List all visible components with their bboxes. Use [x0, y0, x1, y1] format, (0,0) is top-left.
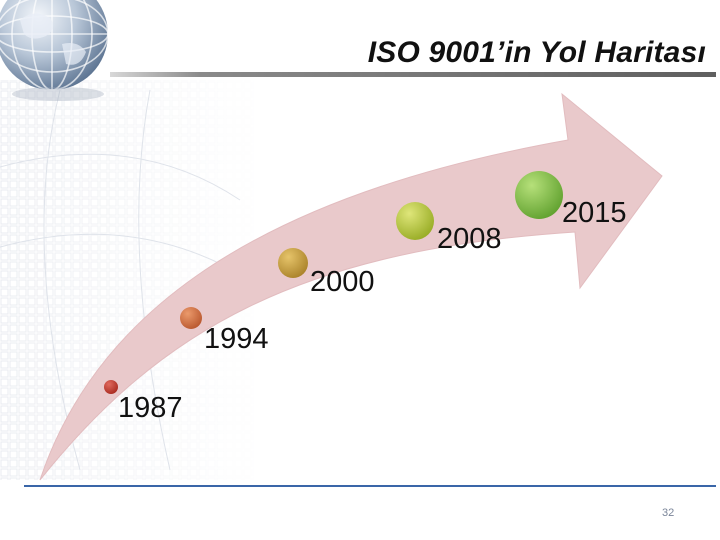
year-label-2015: 2015	[562, 197, 627, 229]
milestone-ball-2008	[396, 202, 434, 240]
footer-rule	[24, 485, 716, 487]
milestone-ball-2000	[278, 248, 308, 278]
milestone-ball-1994	[180, 307, 202, 329]
milestone-ball-1987	[104, 380, 118, 394]
title-rule	[110, 72, 716, 77]
year-label-2008: 2008	[437, 223, 502, 255]
page-number: 32	[662, 507, 675, 519]
year-label-2000: 2000	[310, 266, 375, 298]
globe-icon	[0, 0, 109, 101]
milestone-ball-2015	[515, 171, 563, 219]
faint-meridians	[0, 89, 251, 471]
year-label-1987: 1987	[118, 392, 183, 424]
roadmap-arrow	[39, 92, 663, 481]
slide-title: ISO 9001’in Yol Haritası	[367, 36, 706, 69]
year-label-1994: 1994	[204, 323, 269, 355]
